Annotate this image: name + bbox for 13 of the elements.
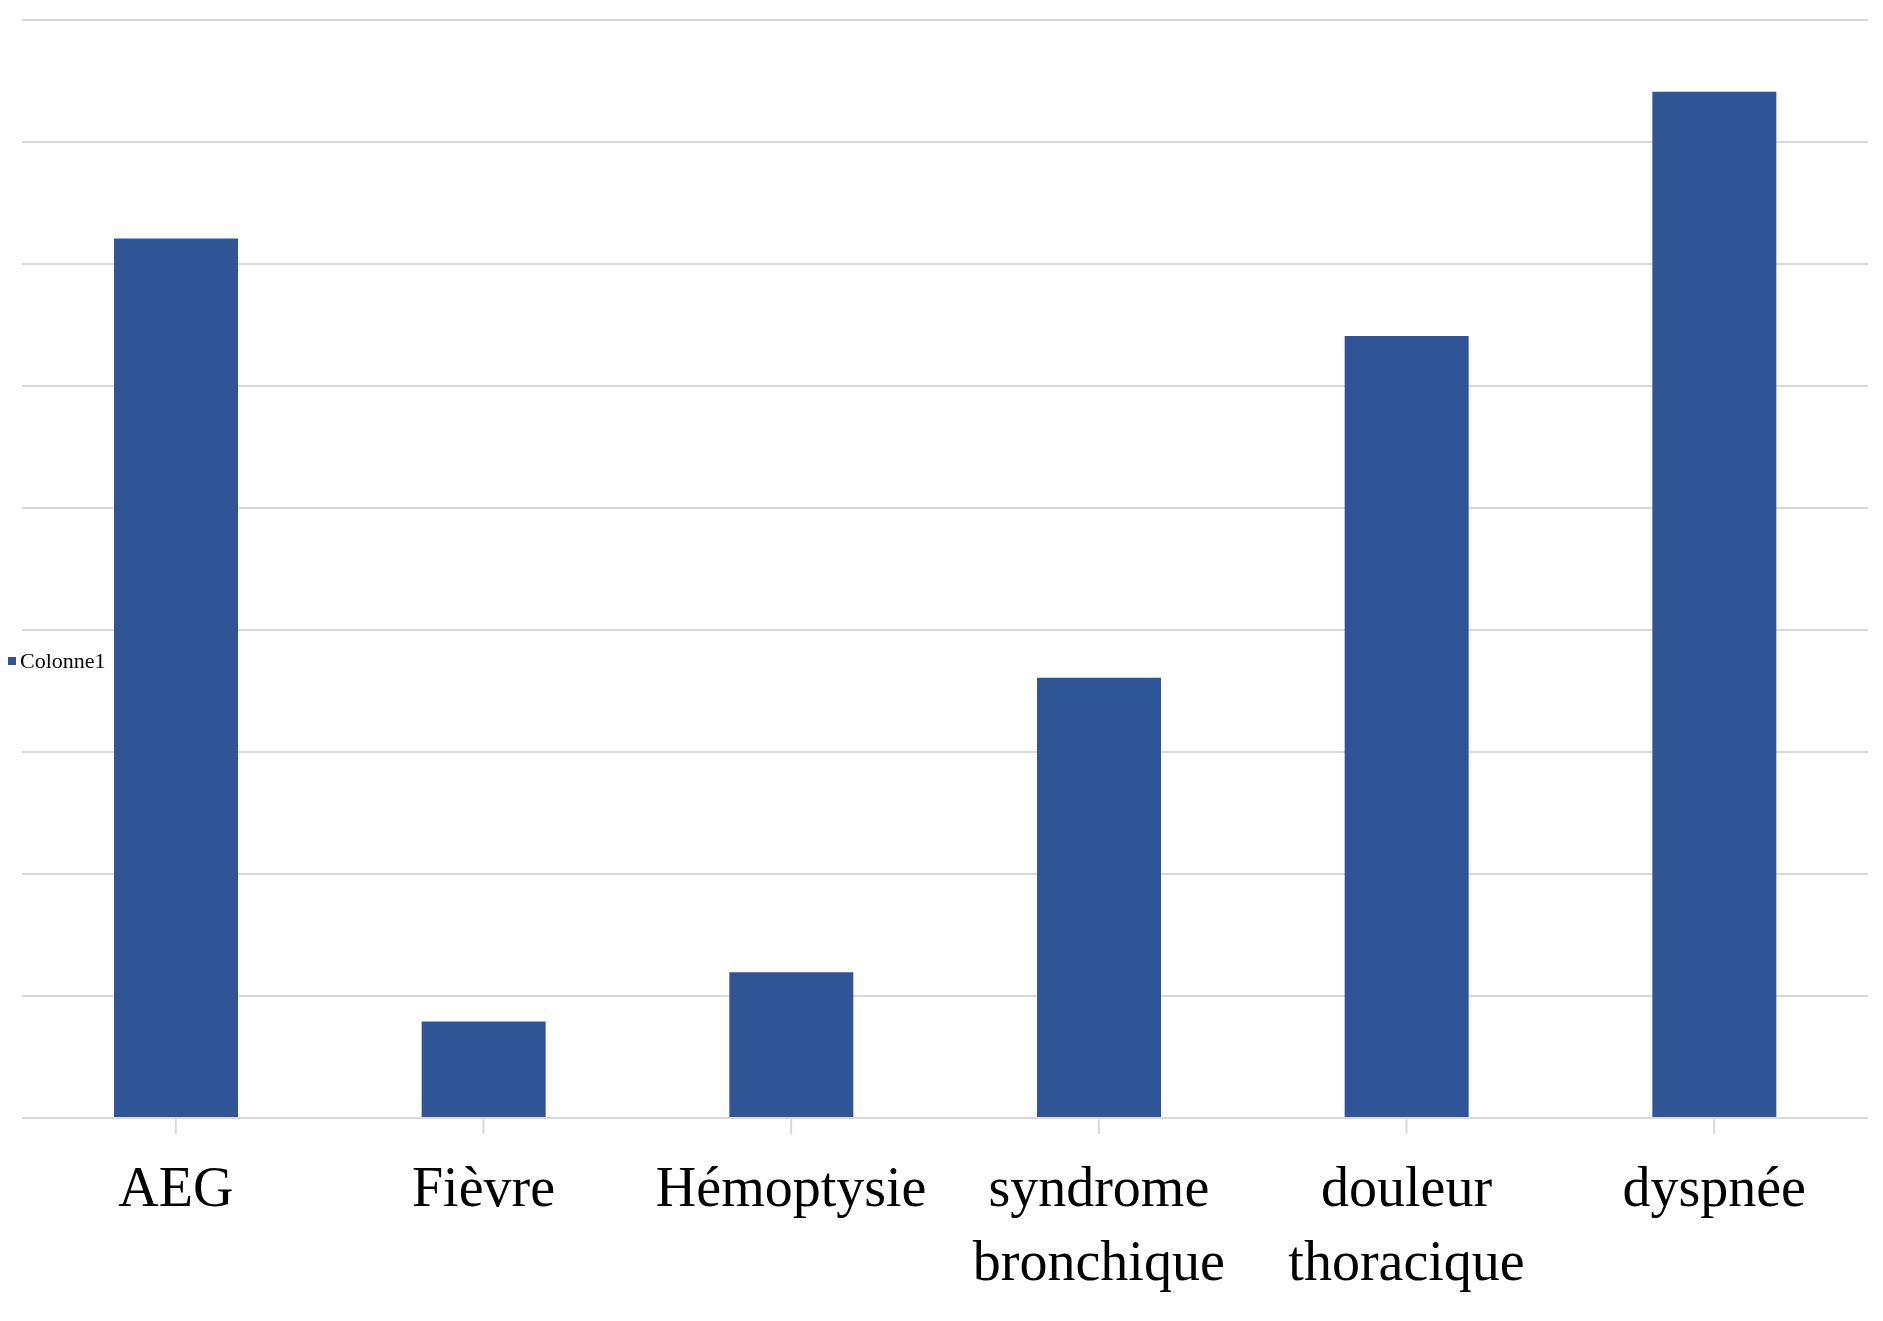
x-tick-label: Fièvre bbox=[411, 1156, 556, 1218]
x-tick-label: dyspnée bbox=[1622, 1156, 1806, 1218]
legend-label: Colonne1 bbox=[19, 648, 106, 674]
x-tick-label: syndrome bronchique bbox=[972, 1156, 1225, 1292]
bar bbox=[114, 238, 238, 1118]
x-tick-label: douleur thoracique bbox=[1288, 1156, 1525, 1292]
x-tick-label: AEG bbox=[118, 1156, 234, 1218]
bar bbox=[729, 972, 854, 1118]
bar bbox=[1037, 677, 1161, 1118]
bar bbox=[1652, 91, 1777, 1118]
bar bbox=[421, 1021, 546, 1118]
bar bbox=[1344, 336, 1469, 1118]
x-tick-label: Hémoptysie bbox=[655, 1156, 927, 1218]
